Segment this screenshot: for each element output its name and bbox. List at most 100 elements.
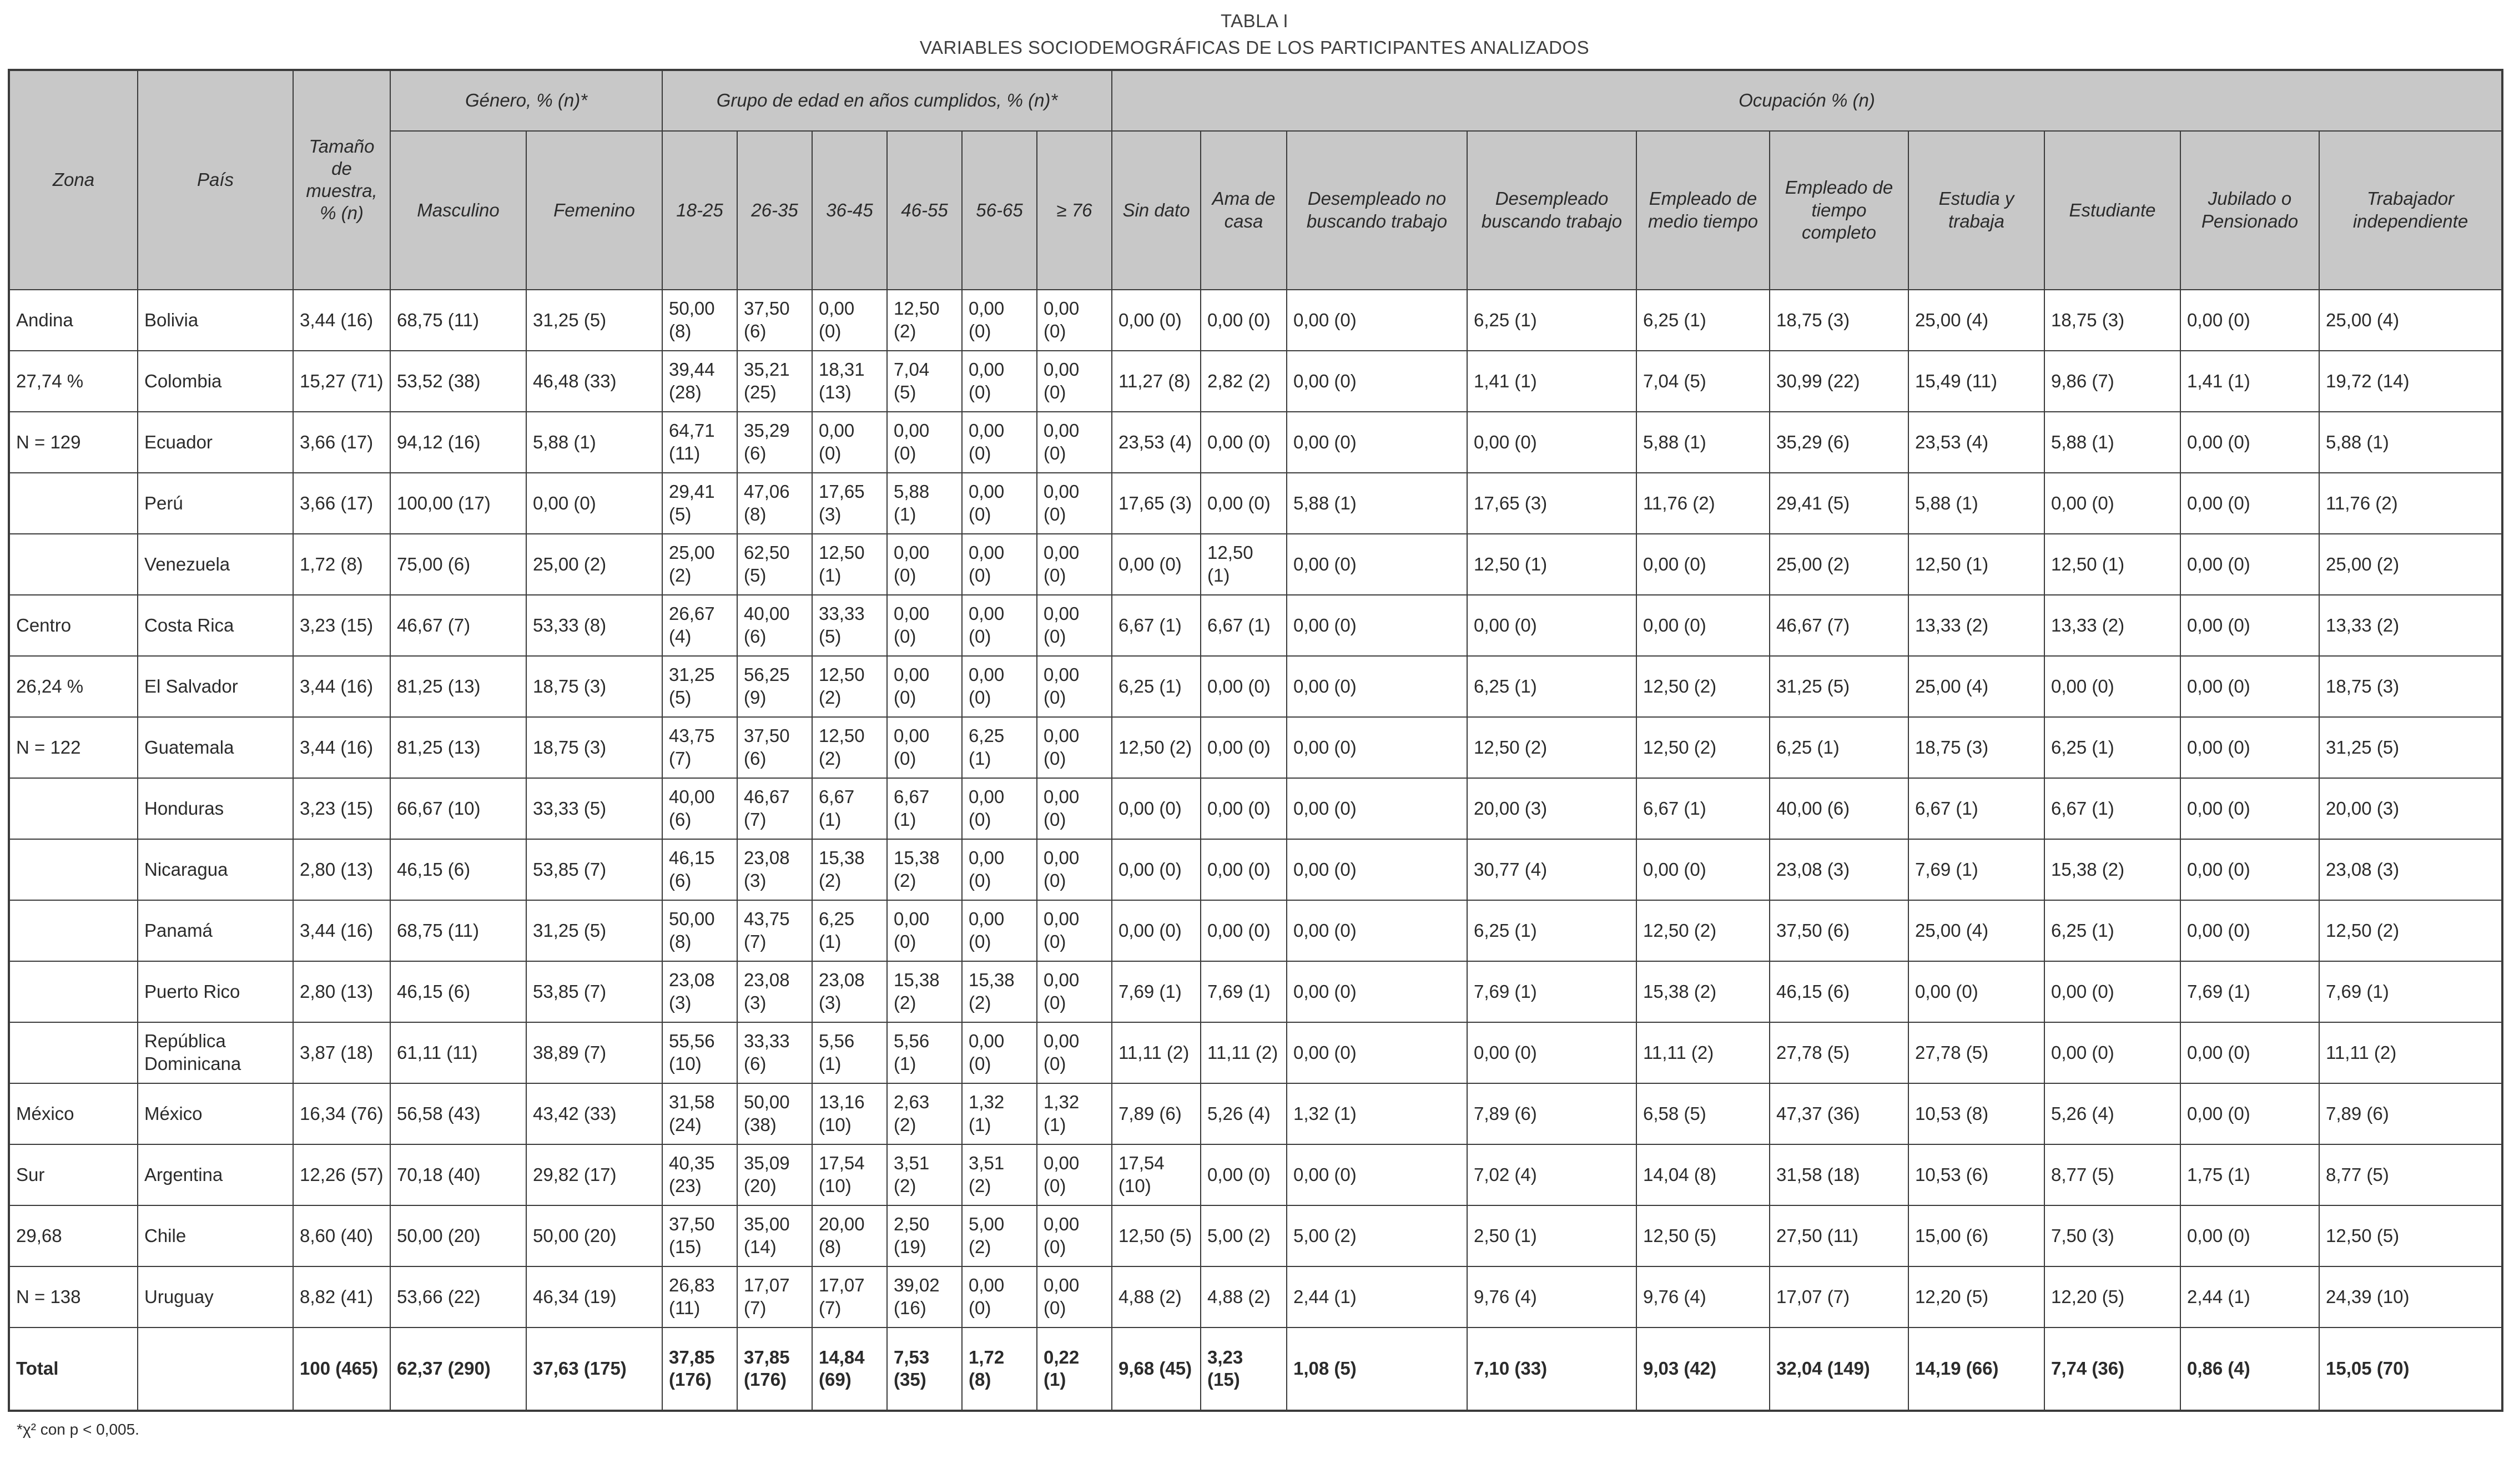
value-cell: 11,11 (2) xyxy=(2319,1021,2503,1084)
value-cell: 17,07 (7) xyxy=(1769,1265,1909,1328)
value-cell: 29,82 (17) xyxy=(526,1143,663,1206)
value-cell: 0,00 (0) xyxy=(1036,960,1112,1023)
value-cell: 0,00 (0) xyxy=(1636,533,1770,595)
value-cell: 0,00 (0) xyxy=(2180,533,2320,595)
value-cell: 3,44 (16) xyxy=(293,289,391,351)
value-cell: 6,67 (1) xyxy=(886,777,963,840)
value-cell: 15,38 (2) xyxy=(2044,838,2181,901)
value-cell: 25,00 (2) xyxy=(1769,533,1909,595)
value-cell: 0,00 (0) xyxy=(1036,1204,1112,1267)
value-cell: 12,50 (1) xyxy=(1200,533,1287,595)
value-cell: 33,33 (5) xyxy=(812,594,888,657)
value-cell: 1,72 (8) xyxy=(293,533,391,595)
value-cell: 12,50 (2) xyxy=(1636,899,1770,962)
col-header-zona: Zona xyxy=(8,69,138,290)
value-cell: 0,00 (0) xyxy=(1286,289,1468,351)
value-cell: 12,50 (1) xyxy=(2044,533,2181,595)
value-cell: 46,67 (7) xyxy=(1769,594,1909,657)
sociodemographics-table: Zona País Tamaño de muestra, % (n) Géner… xyxy=(8,68,2503,1412)
value-cell: 62,37 (290) xyxy=(390,1326,527,1411)
col-header-femenino: Femenino xyxy=(526,130,663,290)
value-cell: 0,00 (0) xyxy=(2180,899,2320,962)
value-cell: 0,00 (0) xyxy=(886,899,963,962)
pais-cell: Bolivia xyxy=(137,289,294,351)
value-cell: 2,80 (13) xyxy=(293,960,391,1023)
value-cell: 0,00 (0) xyxy=(961,350,1037,412)
value-cell: 5,26 (4) xyxy=(2044,1082,2181,1145)
value-cell: 0,00 (0) xyxy=(2180,411,2320,473)
value-cell: 20,00 (8) xyxy=(812,1204,888,1267)
col-header-ama-de-casa: Ama de casa xyxy=(1200,130,1287,290)
value-cell: 0,00 (0) xyxy=(1286,716,1468,779)
value-cell: 38,89 (7) xyxy=(526,1021,663,1084)
value-cell: 18,75 (3) xyxy=(1908,716,2045,779)
value-cell: 0,00 (0) xyxy=(961,533,1037,595)
value-cell: 0,00 (0) xyxy=(2180,594,2320,657)
value-cell: 12,50 (2) xyxy=(1111,716,1201,779)
total-row: Total 100 (465) 62,37 (290) 37,63 (175) 37,8… xyxy=(8,1326,2503,1411)
country-row: N = 129 Ecuador 3,66 (17) 94,12 (16) 5,88 (1… xyxy=(8,411,2503,473)
value-cell: 0,00 (0) xyxy=(2180,716,2320,779)
value-cell: 12,50 (2) xyxy=(886,289,963,351)
value-cell: 12,50 (2) xyxy=(812,716,888,779)
value-cell: 0,00 (0) xyxy=(1036,472,1112,534)
value-cell: 0,00 (0) xyxy=(1286,777,1468,840)
col-header-edad-36-45: 36-45 xyxy=(812,130,888,290)
value-cell: 15,38 (2) xyxy=(961,960,1037,1023)
value-cell: 50,00 (38) xyxy=(737,1082,813,1145)
value-cell: 0,00 (0) xyxy=(1036,289,1112,351)
value-cell: 0,00 (0) xyxy=(2180,472,2320,534)
value-cell: 31,25 (5) xyxy=(526,289,663,351)
pais-cell: Venezuela xyxy=(137,533,294,595)
value-cell: 6,67 (1) xyxy=(1636,777,1770,840)
value-cell: 39,44 (28) xyxy=(662,350,738,412)
value-cell: 12,20 (5) xyxy=(2044,1265,2181,1328)
value-cell: 15,05 (70) xyxy=(2319,1326,2503,1411)
value-cell: 0,00 (0) xyxy=(1908,960,2045,1023)
value-cell: 8,77 (5) xyxy=(2319,1143,2503,1206)
value-cell: 6,25 (1) xyxy=(2044,899,2181,962)
value-cell: 6,67 (1) xyxy=(1111,594,1201,657)
value-cell: 46,15 (6) xyxy=(390,960,527,1023)
value-cell: 0,00 (0) xyxy=(1111,289,1201,351)
value-cell: 0,00 (0) xyxy=(1036,838,1112,901)
value-cell: 11,11 (2) xyxy=(1200,1021,1287,1084)
value-cell: 3,66 (17) xyxy=(293,472,391,534)
value-cell: 4,88 (2) xyxy=(1200,1265,1287,1328)
value-cell: 3,51 (2) xyxy=(886,1143,963,1206)
value-cell: 0,00 (0) xyxy=(1286,350,1468,412)
value-cell: 1,75 (1) xyxy=(2180,1143,2320,1206)
value-cell: 6,67 (1) xyxy=(1908,777,2045,840)
col-header-empleado-medio-tiempo: Empleado de medio tiempo xyxy=(1636,130,1770,290)
value-cell: 0,00 (0) xyxy=(886,716,963,779)
pais-cell: El Salvador xyxy=(137,655,294,718)
value-cell: 15,27 (71) xyxy=(293,350,391,412)
value-cell: 23,08 (3) xyxy=(2319,838,2503,901)
value-cell: 7,89 (6) xyxy=(1467,1082,1637,1145)
value-cell: 29,41 (5) xyxy=(662,472,738,534)
value-cell: 12,50 (5) xyxy=(1636,1204,1770,1267)
value-cell: 0,00 (0) xyxy=(1286,899,1468,962)
value-cell: 0,00 (0) xyxy=(1467,1021,1637,1084)
value-cell: 37,50 (15) xyxy=(662,1204,738,1267)
zona-cell: 27,74 % xyxy=(8,350,138,412)
value-cell: 7,69 (1) xyxy=(2319,960,2503,1023)
value-cell: 14,84 (69) xyxy=(812,1326,888,1411)
value-cell: 15,49 (11) xyxy=(1908,350,2045,412)
value-cell: 6,25 (1) xyxy=(1636,289,1770,351)
value-cell: 5,88 (1) xyxy=(1636,411,1770,473)
pais-cell: Guatemala xyxy=(137,716,294,779)
country-row: 27,74 % Colombia 15,27 (71) 53,52 (38) 46,48… xyxy=(8,350,2503,412)
pais-cell: Honduras xyxy=(137,777,294,840)
col-header-pais: País xyxy=(137,69,294,290)
value-cell: 55,56 (10) xyxy=(662,1021,738,1084)
zona-cell xyxy=(8,777,138,840)
value-cell: 0,00 (0) xyxy=(1036,350,1112,412)
value-cell: 18,75 (3) xyxy=(526,716,663,779)
value-cell: 46,34 (19) xyxy=(526,1265,663,1328)
value-cell: 37,85 (176) xyxy=(737,1326,813,1411)
value-cell: 0,00 (0) xyxy=(1636,594,1770,657)
value-cell: 7,74 (36) xyxy=(2044,1326,2181,1411)
value-cell: 46,48 (33) xyxy=(526,350,663,412)
value-cell: 0,00 (0) xyxy=(886,655,963,718)
